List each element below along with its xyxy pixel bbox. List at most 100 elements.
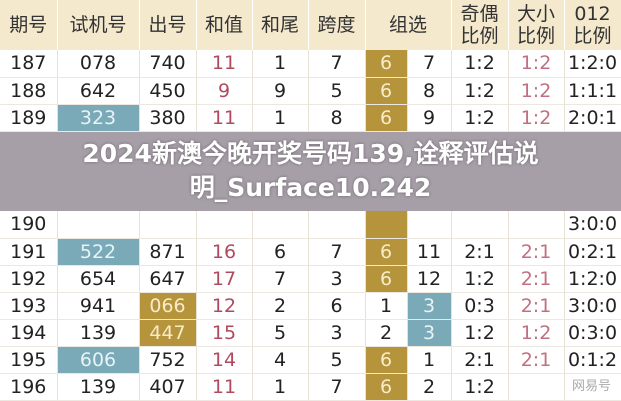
title-overlay: 2024新澳今晚开奖号码139,诠释评估说 明_Surface10.242 [0, 131, 621, 211]
cell-hz: 12 [196, 292, 253, 320]
title-banner: 2024新澳今晚开奖号码139,诠释评估说 明_Surface10.242 [0, 131, 621, 211]
cell-dx: 2:1 [508, 238, 565, 266]
column-header: 012 比例 [564, 0, 621, 50]
cell-dx: 1:2 [508, 77, 565, 105]
cell-kd: 6 [308, 292, 366, 320]
cell-hw: 1 [252, 104, 309, 132]
cell-hw [252, 211, 309, 239]
cell-kd: 5 [308, 77, 366, 105]
cell-hw: 7 [252, 265, 309, 293]
cell-zx1 [365, 211, 408, 239]
title-line-1: 2024新澳今晚开奖号码139,诠释评估说 [82, 139, 539, 169]
cell-ch: 407 [139, 373, 197, 401]
cell-ch: 447 [139, 319, 197, 347]
cell-ch: 066 [139, 292, 197, 320]
cell-r012: 0:1:2 [564, 346, 621, 374]
cell-hz: 9 [196, 77, 253, 105]
cell-jo: 1:2 [451, 50, 509, 78]
table-row: 191 522 871 16 6 7 6 11 2:1 2:1 0:2:1 [0, 238, 621, 266]
cell-hw: 5 [252, 319, 309, 347]
column-header: 大小 比例 [508, 0, 565, 50]
table-row: 189 323 380 11 1 8 6 9 1:2 1:2 2:0:1 [0, 104, 621, 132]
cell-hw: 2 [252, 292, 309, 320]
cell-jo [451, 211, 509, 239]
cell-zx1: 6 [365, 265, 408, 293]
cell-r012: 2:0:1 [564, 104, 621, 132]
cell-sj: 078 [57, 50, 140, 78]
cell-dx: 2:1 [508, 265, 565, 293]
cell-kd: 7 [308, 373, 366, 401]
cell-zx2: 12 [407, 265, 452, 293]
table-row: 193 941 066 12 2 6 1 3 0:3 2:1 3:0:0 [0, 292, 621, 320]
cell-hw: 1 [252, 50, 309, 78]
cell-ch: 450 [139, 77, 197, 105]
column-header: 跨度 [308, 0, 366, 50]
cell-zx2: 3 [407, 292, 452, 320]
cell-r012: 3:0:0 [564, 211, 621, 239]
cell-qh: 193 [0, 292, 58, 320]
cell-qh: 189 [0, 104, 58, 132]
cell-hw: 6 [252, 238, 309, 266]
cell-sj: 139 [57, 319, 140, 347]
column-header: 出号 [139, 0, 197, 50]
cell-jo: 1:2 [451, 265, 509, 293]
cell-ch: 871 [139, 238, 197, 266]
cell-r012: 1:2:0 [564, 265, 621, 293]
cell-kd: 3 [308, 319, 366, 347]
cell-hz: 11 [196, 373, 253, 401]
cell-zx2: 8 [407, 77, 452, 105]
cell-dx [508, 211, 565, 239]
cell-ch: 647 [139, 265, 197, 293]
cell-dx [508, 373, 565, 401]
watermark: 网易号 [571, 379, 611, 394]
cell-zx2: 1 [407, 346, 452, 374]
cell-hz: 11 [196, 104, 253, 132]
cell-sj [57, 211, 140, 239]
cell-zx2: 11 [407, 238, 452, 266]
cell-ch [139, 211, 197, 239]
table-row: 196 139 407 11 1 7 6 2 1:2 [0, 373, 621, 401]
cell-qh: 191 [0, 238, 58, 266]
cell-sj: 606 [57, 346, 140, 374]
cell-qh: 196 [0, 373, 58, 401]
table-header: 期号 试机号 出号 和值 和尾 跨度 组选 奇偶 比例 大小 比例 012 比例 [0, 0, 621, 50]
cell-ch: 752 [139, 346, 197, 374]
cell-sj: 323 [57, 104, 140, 132]
column-header: 和尾 [252, 0, 309, 50]
cell-zx1: 6 [365, 77, 408, 105]
cell-r012: 1:1:1 [564, 77, 621, 105]
cell-kd: 8 [308, 104, 366, 132]
cell-qh: 195 [0, 346, 58, 374]
table-row: 192 654 647 17 7 3 6 12 1:2 2:1 1:2:0 [0, 265, 621, 293]
cell-hw: 9 [252, 77, 309, 105]
cell-jo: 2:1 [451, 346, 509, 374]
cell-zx2: 3 [407, 319, 452, 347]
title-line-2: 明_Surface10.242 [189, 173, 432, 203]
cell-jo: 1:2 [451, 77, 509, 105]
cell-jo: 1:2 [451, 104, 509, 132]
cell-kd [308, 211, 366, 239]
table-row: 190 3:0:0 [0, 211, 621, 239]
column-header: 组选 [365, 0, 452, 50]
cell-zx2: 9 [407, 104, 452, 132]
cell-r012: 0:2:1 [564, 238, 621, 266]
cell-ch: 380 [139, 104, 197, 132]
cell-kd: 7 [308, 50, 366, 78]
cell-r012: 3:0:0 [564, 292, 621, 320]
cell-sj: 139 [57, 373, 140, 401]
cell-sj: 654 [57, 265, 140, 293]
cell-ch: 740 [139, 50, 197, 78]
cell-dx: 2:1 [508, 292, 565, 320]
cell-r012: 1:2:0 [564, 50, 621, 78]
table-row: 194 139 447 15 5 3 2 3 1:2 1:2 0:3:0 [0, 319, 621, 347]
cell-hz: 14 [196, 346, 253, 374]
cell-sj: 642 [57, 77, 140, 105]
cell-zx1: 6 [365, 346, 408, 374]
table-row: 188 642 450 9 9 5 6 8 1:2 1:2 1:1:1 [0, 77, 621, 105]
cell-zx2 [407, 211, 452, 239]
cell-dx: 1:2 [508, 319, 565, 347]
cell-sj: 941 [57, 292, 140, 320]
cell-dx: 1:2 [508, 104, 565, 132]
cell-jo: 1:2 [451, 319, 509, 347]
